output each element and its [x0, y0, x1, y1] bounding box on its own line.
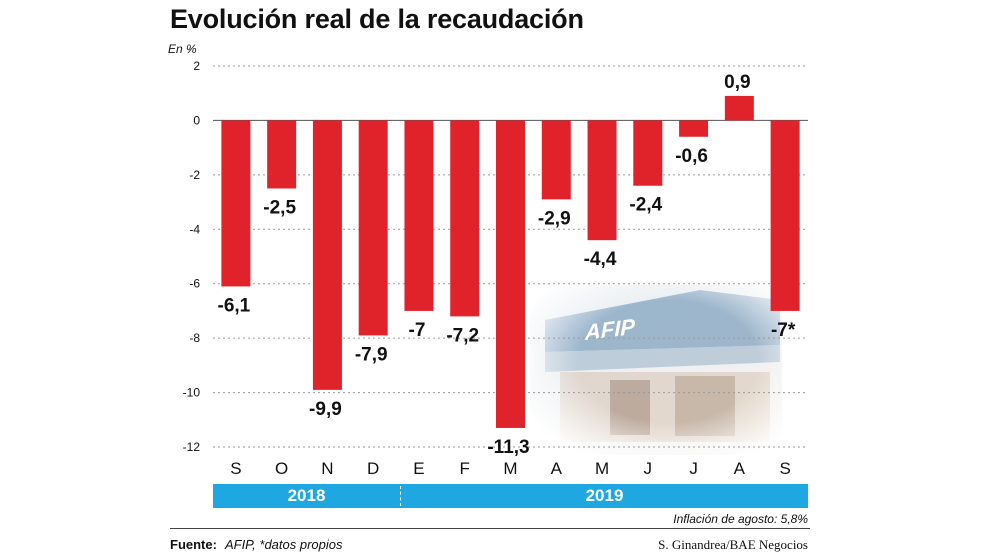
x-category-label: S [779, 459, 790, 478]
data-label: -7,2 [446, 325, 479, 346]
data-label: -7,9 [355, 344, 388, 365]
bar [679, 120, 709, 137]
bar [541, 120, 571, 200]
y-tick-label: -6 [189, 277, 200, 291]
y-tick-label: -2 [189, 168, 200, 182]
bar [221, 120, 251, 287]
footer-divider [170, 528, 810, 529]
data-label: -2,9 [538, 208, 571, 229]
building-photo: AFIP [530, 285, 782, 455]
x-category-label: D [367, 459, 379, 478]
x-category-label: F [460, 459, 470, 478]
bar [633, 120, 663, 186]
bar [587, 120, 617, 241]
source-line: Fuente: AFIP, *datos propios [170, 537, 343, 552]
x-category-label: M [595, 459, 609, 478]
y-tick-label: -12 [183, 440, 201, 454]
bar [312, 120, 342, 390]
x-category-label: O [275, 459, 288, 478]
data-label: -0,6 [675, 146, 708, 167]
y-tick-label: 2 [193, 59, 200, 73]
bar [450, 120, 480, 317]
inflation-note: Inflación de agosto: 5,8% [673, 512, 808, 526]
bar [496, 120, 525, 428]
x-category-label: A [734, 459, 746, 478]
bar [267, 120, 297, 189]
year-divider [400, 486, 401, 506]
data-label: -9,9 [309, 399, 342, 420]
source-text: AFIP, *datos propios [224, 537, 343, 552]
bar [724, 95, 754, 121]
data-label: -7* [771, 320, 796, 341]
x-category-label: J [689, 459, 698, 478]
y-tick-label: -4 [189, 222, 200, 236]
x-category-label: M [503, 459, 517, 478]
x-category-label: A [551, 459, 563, 478]
x-category-label: E [413, 459, 424, 478]
y-axis-label: En % [168, 42, 197, 56]
author-credit: S. Ginandrea/BAE Negocios [658, 537, 808, 552]
data-label: -2,4 [629, 195, 662, 216]
data-label: -2,5 [263, 197, 296, 218]
y-tick-label: -8 [189, 331, 200, 345]
data-label: -6,1 [218, 295, 251, 316]
x-category-label: J [644, 459, 653, 478]
year-label-2019: 2019 [585, 486, 624, 505]
year-band: 2018 2019 [213, 484, 808, 508]
data-label: -7 [409, 320, 426, 341]
data-label: -4,4 [584, 249, 617, 270]
year-label-2018: 2018 [287, 486, 326, 505]
x-category-label: S [230, 459, 241, 478]
y-tick-label: 0 [193, 113, 200, 127]
data-label: 0,9 [724, 72, 750, 93]
source-label: Fuente: [170, 537, 217, 552]
bar [358, 120, 388, 336]
chart-title: Evolución real de la recaudación [170, 4, 584, 34]
y-tick-label: -10 [183, 386, 201, 400]
x-category-label: N [321, 459, 333, 478]
bar [770, 120, 800, 311]
bar [404, 120, 434, 311]
data-label: -11,3 [487, 437, 529, 458]
